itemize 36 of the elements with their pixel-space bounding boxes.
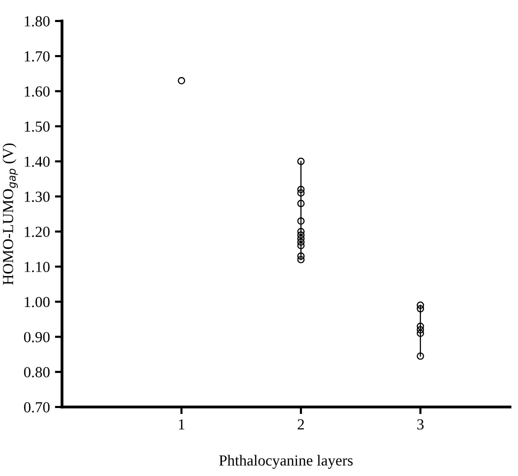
point [416, 322, 424, 330]
point [416, 352, 424, 360]
y-axis-title: HOMO-LUMO$_{gap}$ (V) [2, 143, 18, 285]
y-tick-label: 1.70 [24, 51, 50, 62]
x-axis-title: Phthalocyanine layers [219, 454, 353, 469]
y-tick-label: 1.30 [24, 192, 50, 202]
point [416, 330, 424, 337]
y-tick-label: 0.70 [24, 402, 50, 413]
point [297, 252, 305, 260]
point [297, 242, 305, 250]
point [297, 256, 305, 264]
point [297, 189, 305, 197]
y-tick-label: 1.80 [24, 16, 50, 27]
y-tick-label: 0.90 [24, 332, 50, 342]
point [297, 186, 305, 194]
y-tick-label: 0.80 [24, 367, 50, 378]
point [297, 217, 305, 225]
point [297, 238, 305, 246]
x-tick-label: 1 [178, 419, 184, 430]
y-tick-label: 1.10 [24, 262, 50, 272]
x-tick-label: 3 [417, 419, 424, 430]
point [297, 234, 305, 242]
x-tick-label: 2 [298, 419, 304, 430]
point [178, 76, 186, 84]
y-tick-label: 1.60 [24, 86, 50, 97]
y-tick-label: 1.00 [24, 296, 50, 308]
point [297, 228, 305, 236]
y-tick-label: 1.40 [24, 156, 50, 167]
point [297, 200, 305, 208]
point [416, 302, 424, 309]
point [297, 231, 305, 239]
y-tick-label: 1.20 [24, 226, 50, 238]
point [416, 326, 424, 334]
y-tick-label: 1.50 [24, 121, 50, 132]
point [416, 305, 424, 312]
point [297, 158, 305, 166]
